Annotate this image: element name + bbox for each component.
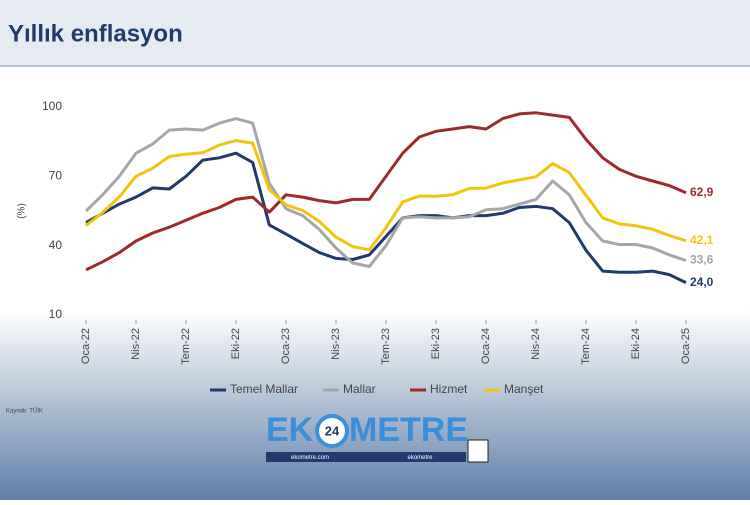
logo-text: METRE <box>349 411 468 449</box>
series-line <box>85 111 687 272</box>
logo-handle: ekometre <box>407 455 433 461</box>
x-tick-label: Nis-22 <box>130 328 142 360</box>
y-tick-label: 40 <box>49 238 63 252</box>
legend-label: Manşet <box>504 382 544 396</box>
value-label: 62,9 <box>690 185 714 199</box>
x-tick-label: Eki-24 <box>630 328 642 359</box>
series-line <box>85 139 687 252</box>
x-tick-label: Nis-24 <box>530 328 542 360</box>
y-tick-label: 10 <box>49 307 63 321</box>
y-axis-label: (%) <box>17 203 28 219</box>
header-band <box>0 0 750 66</box>
x-tick-label: Oca-25 <box>680 328 692 364</box>
logo-bar <box>266 452 466 462</box>
legend-label: Mallar <box>343 382 376 396</box>
value-label: 33,6 <box>690 253 714 267</box>
value-label: 24,0 <box>690 275 714 289</box>
logo-text: EK <box>266 411 314 449</box>
logo: EK 24 METRE ekometre.com ekometre <box>266 411 489 463</box>
x-tick-label: Oca-22 <box>80 328 92 364</box>
x-tick-label: Nis-23 <box>330 328 342 360</box>
series-line <box>84 117 687 268</box>
series-line <box>85 151 687 284</box>
x-tick-label: Tem-22 <box>180 328 192 365</box>
x-tick-label: Oca-24 <box>480 328 492 364</box>
x-tick-label: Eki-23 <box>430 328 442 359</box>
y-tick-label: 70 <box>49 169 63 183</box>
logo-url: ekometre.com <box>291 455 329 461</box>
x-tick-label: Tem-24 <box>580 328 592 365</box>
y-tick-label: 100 <box>42 99 62 113</box>
x-tick-label: Eki-22 <box>230 328 242 359</box>
x-tick-label: Tem-23 <box>380 328 392 365</box>
source: Kaynak: TÜİK <box>6 408 43 415</box>
logo-badge <box>315 414 349 448</box>
legend-label: Temel Mallar <box>230 382 298 396</box>
value-label: 42,1 <box>690 233 714 247</box>
qr-code <box>467 439 489 463</box>
logo-badge-text: 24 <box>325 423 340 438</box>
chart-title: Yıllık enflasyon <box>8 20 183 47</box>
legend-label: Hizmet <box>430 382 468 396</box>
x-tick-label: Oca-23 <box>280 328 292 364</box>
